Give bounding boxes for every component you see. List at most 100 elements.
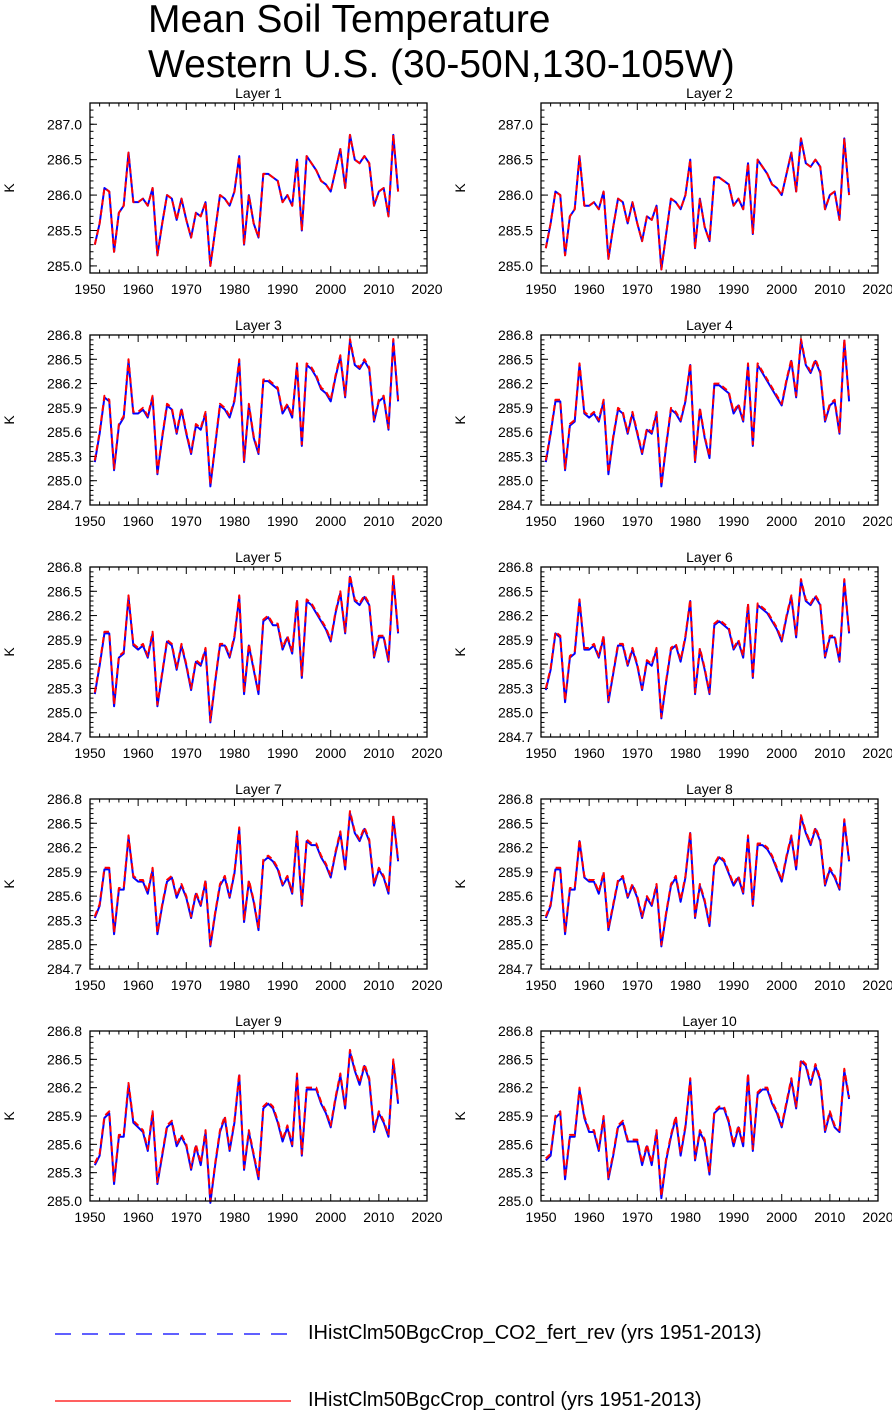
panels-grid: Layer 1 K 1950 1960 1970 1980 1990 2000 2010 2020… [1, 85, 892, 1225]
y-tick-label: 286.2 [498, 1080, 533, 1096]
x-tick-label: 2000 [766, 745, 797, 761]
y-tick-label: 285.9 [498, 632, 533, 648]
x-tick-label: 2020 [411, 1209, 442, 1225]
series-line-co2-fert-rev [544, 137, 851, 271]
x-tick-label: 2000 [315, 977, 346, 993]
legend: IHistClm50BgcCrop_CO2_fert_rev (yrs 1951… [0, 1290, 892, 1412]
x-tick-label: 1980 [219, 977, 250, 993]
series-line-co2-fert-rev [93, 338, 400, 486]
y-tick-label: 285.9 [498, 1108, 533, 1124]
y-tick-label: 285.9 [47, 632, 82, 648]
y-tick-label: 285.3 [498, 448, 533, 464]
legend-label-co2-fert-rev: IHistClm50BgcCrop_CO2_fert_rev (yrs 1951… [308, 1322, 762, 1344]
y-tick-label: 286.5 [47, 815, 82, 831]
x-tick-label: 1960 [123, 745, 154, 761]
x-tick-label: 2020 [862, 281, 892, 297]
x-tick-label: 1960 [574, 281, 605, 297]
figure-title-line-1: Mean Soil Temperature [148, 0, 551, 41]
panel-title: Layer 5 [235, 549, 282, 565]
x-tick-label: 1960 [574, 1209, 605, 1225]
y-tick-label: 284.7 [47, 729, 82, 745]
plot-frame [540, 798, 879, 970]
y-tick-label: 284.7 [47, 497, 82, 513]
y-tick-label: 285.3 [47, 448, 82, 464]
y-tick-label: 285.0 [47, 937, 82, 953]
plot-frame [89, 1030, 428, 1202]
x-tick-label: 2000 [315, 513, 346, 529]
y-tick-label: 286.5 [47, 152, 82, 168]
x-tick-label: 1990 [718, 513, 749, 529]
y-tick-label: 285.6 [498, 1136, 533, 1152]
y-tick-label: 286.5 [498, 815, 533, 831]
panel-title: Layer 3 [235, 317, 282, 333]
x-tick-label: 1960 [574, 745, 605, 761]
y-tick-label: 286.5 [498, 152, 533, 168]
y-tick-label: 285.9 [498, 400, 533, 416]
panel-layer-6: Layer 6 K 1950 1960 1970 1980 1990 2000 2010 2020… [452, 549, 892, 761]
x-tick-label: 2010 [814, 281, 845, 297]
y-tick-label: 286.8 [47, 791, 82, 807]
y-tick-label: 285.0 [498, 473, 533, 489]
x-tick-label: 1990 [718, 977, 749, 993]
x-tick-label: 1970 [171, 513, 202, 529]
x-tick-label: 1950 [525, 513, 556, 529]
y-tick-label: 286.0 [498, 187, 533, 203]
y-tick-label: 286.5 [47, 1051, 82, 1067]
series-line-control [93, 1050, 400, 1204]
panel-title: Layer 10 [682, 1013, 737, 1029]
x-tick-label: 2020 [411, 745, 442, 761]
y-tick-label: 286.8 [498, 559, 533, 575]
y-tick-label: 285.9 [498, 864, 533, 880]
x-tick-label: 1980 [219, 513, 250, 529]
x-tick-label: 2000 [766, 977, 797, 993]
x-tick-label: 1950 [525, 745, 556, 761]
x-tick-label: 1980 [219, 1209, 250, 1225]
x-tick-label: 1950 [74, 745, 105, 761]
y-tick-label: 285.3 [498, 1165, 533, 1181]
x-tick-label: 2010 [814, 745, 845, 761]
x-tick-label: 1970 [622, 977, 653, 993]
x-tick-label: 1990 [718, 745, 749, 761]
y-tick-label: 285.6 [47, 888, 82, 904]
series-line-co2-fert-rev [93, 1048, 400, 1202]
series-line-co2-fert-rev [545, 1058, 851, 1198]
y-tick-label: 285.0 [498, 937, 533, 953]
x-tick-label: 1990 [718, 281, 749, 297]
panel-layer-3: Layer 3 K 1950 1960 1970 1980 1990 2000 2010 2020… [1, 317, 443, 529]
y-tick-label: 285.0 [498, 705, 533, 721]
series-line-co2-fert-rev [544, 578, 851, 718]
y-tick-label: 285.6 [47, 1136, 82, 1152]
x-tick-label: 1960 [123, 1209, 154, 1225]
x-tick-label: 2020 [862, 745, 892, 761]
panel-layer-2: Layer 2 K 1950 1960 1970 1980 1990 2000 2010 2020… [452, 85, 892, 297]
x-tick-label: 1990 [267, 977, 298, 993]
y-tick-label: 285.6 [47, 656, 82, 672]
y-tick-label: 286.2 [498, 376, 533, 392]
x-tick-label: 2020 [862, 513, 892, 529]
y-tick-label: 285.9 [47, 1108, 82, 1124]
panel-layer-7: Layer 7 K 1950 1960 1970 1980 1990 2000 2010 2020… [1, 781, 443, 993]
panel-title: Layer 2 [686, 85, 733, 101]
x-tick-label: 2020 [862, 1209, 892, 1225]
plot-frame [540, 102, 879, 274]
y-axis-label: K [452, 415, 468, 425]
x-tick-label: 1980 [670, 977, 701, 993]
x-tick-label: 1950 [74, 1209, 105, 1225]
x-tick-label: 1970 [171, 281, 202, 297]
x-tick-label: 1980 [670, 513, 701, 529]
x-tick-label: 1980 [670, 745, 701, 761]
y-tick-label: 285.0 [47, 258, 82, 274]
x-tick-label: 1980 [670, 281, 701, 297]
plot-frame [540, 334, 879, 506]
y-axis-label: K [1, 183, 17, 193]
panel-layer-8: Layer 8 K 1950 1960 1970 1980 1990 2000 2010 2020… [452, 781, 892, 993]
y-tick-label: 286.5 [498, 583, 533, 599]
plot-frame [540, 1030, 879, 1202]
x-tick-label: 2000 [315, 281, 346, 297]
series-line-co2-fert-rev [544, 814, 851, 946]
x-tick-label: 1970 [622, 281, 653, 297]
panel-layer-9: Layer 9 K 1950 1960 1970 1980 1990 2000 2010 2020… [1, 1013, 443, 1225]
legend-label-control: IHistClm50BgcCrop_control (yrs 1951-2013… [308, 1389, 702, 1411]
panel-layer-4: Layer 4 K 1950 1960 1970 1980 1990 2000 2010 2020… [452, 317, 892, 529]
plot-frame [89, 334, 428, 506]
